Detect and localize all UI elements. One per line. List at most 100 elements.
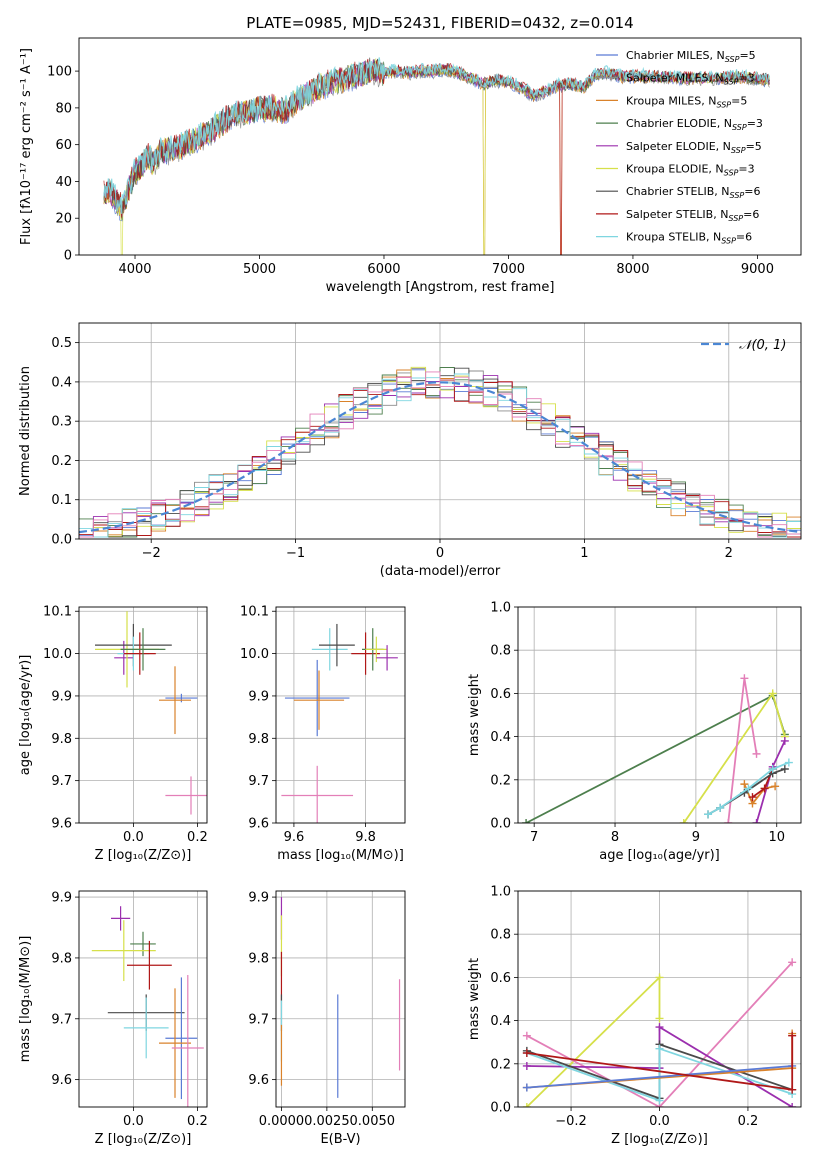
series-marker [752,819,761,823]
y-axis-label: mass weight [467,958,482,1040]
x-axis-label: Z [log₁₀(Z/Z⊙)] [95,848,192,863]
data-point [293,670,345,730]
series-marker [780,736,789,745]
y-tick-label: 100 [47,65,72,80]
figure-title: PLATE=0985, MJD=52431, FIBERID=0432, z=0… [246,14,633,32]
x-tick-label: 0.0000 [259,1114,305,1129]
legend-entry: Salpeter MILES, NSSP=3 [626,72,755,87]
y-tick-label: 0 [64,249,72,264]
series-line [525,694,786,823]
panel-mass-weight-vs-age: 7 8 9 10 0.0 0.2 0.4 0.6 0.8 1.0 age [log₁₀(age/yr… [467,601,802,863]
axes-frame [78,37,802,256]
x-axis-label: E(B-V) [320,1132,360,1147]
series-marker [522,1103,531,1107]
panel-spectrum: 4000 5000 6000 7000 8000 9000 0 20 40 60 80 100 wave… [19,37,802,295]
y-tick-label: 0.6 [490,687,511,702]
panel-residuals: −2 −1 0 1 2 0.0 0.1 0.2 0.3 0.4 0.5 (data-model)/er… [18,322,802,579]
x-tick-label: 0.2 [187,1114,208,1129]
x-tick-label: 0 [436,546,444,561]
y-axis-label: age [log₁₀(age/yr)] [18,655,33,776]
series-marker [522,819,531,823]
series-marker [752,749,761,758]
y-tick-label: 0.4 [490,1014,511,1029]
y-tick-label: 9.7 [248,774,269,789]
y-axis-label: mass [log₁₀(M/M⊙)] [18,936,33,1063]
y-tick-label: 0.4 [490,730,511,745]
x-tick-label: 8 [611,830,619,845]
data-point [120,628,166,671]
data-point [376,645,398,671]
series-marker [768,765,777,773]
series-marker [716,803,725,812]
x-tick-label: 7000 [492,262,525,277]
y-tick-label: 9.9 [248,891,269,906]
x-tick-label: 4000 [118,262,151,277]
plot-area [522,958,797,1107]
data-point [114,640,134,675]
x-axis-label: (data-model)/error [380,564,501,579]
series-marker [784,758,793,767]
x-tick-label: 6000 [367,262,400,277]
y-tick-label: 0.2 [490,773,511,788]
data-point [127,940,172,990]
y-tick-label: 10.1 [43,605,72,620]
y-axis-label: Flux [fλ10⁻¹⁷ erg cm⁻² s⁻¹ A⁻¹] [19,48,34,245]
y-tick-label: 20 [55,212,72,227]
panel-mass-vs-ebv: 0.0000 0.0025 0.0050 9.6 9.7 9.8 9.9 E(B-V) [248,890,406,1147]
x-tick-label: 9.6 [284,830,305,845]
data-point [165,776,207,815]
x-tick-label: 0.2 [187,830,208,845]
x-tick-label: 0.0 [123,830,144,845]
x-tick-label: 0.0050 [350,1114,396,1129]
series-marker [704,810,713,819]
legend-entry: Kroupa ELODIE, NSSP=3 [626,163,755,178]
legend-entry: Salpeter ELODIE, NSSP=5 [626,140,762,155]
y-tick-label: 9.6 [248,817,269,832]
x-tick-label: 9 [692,830,700,845]
x-tick-label: 7 [530,830,538,845]
data-point [130,931,156,957]
y-tick-label: 0.0 [490,1101,511,1116]
x-axis-label: age [log₁₀(age/yr)] [599,848,720,863]
data-point [311,628,348,671]
series-marker [655,1014,664,1023]
plot-area [280,897,401,1098]
axes-frame [78,606,208,824]
y-axis-label: Normed distribution [18,366,33,496]
series-line [683,691,786,823]
y-tick-label: 0.2 [51,454,72,469]
x-axis-label: Z [log₁₀(Z/Z⊙)] [611,1132,708,1147]
series-marker [788,1103,797,1107]
x-tick-label: 2 [725,546,733,561]
x-tick-label: 0.2 [738,1114,759,1129]
y-tick-label: 10.0 [43,647,72,662]
spectrum-line-kroupa-stelib [103,57,771,214]
series-marker [780,765,789,773]
panel-mass-weight-vs-z: −0.2 0.0 0.2 0.0 0.2 0.4 0.6 0.8 1.0 Z [log₁₀(Z/Z… [467,885,802,1147]
series-marker [679,819,688,823]
y-tick-label: 40 [55,175,72,190]
spectrum-line-chabrier-stelib [103,57,770,214]
y-tick-label: 80 [55,101,72,116]
y-tick-label: 0.1 [51,493,72,508]
axes-frame [275,890,406,1108]
plot-area [91,906,204,1107]
legend-entry: Salpeter STELIB, NSSP=6 [626,208,759,223]
data-point [165,693,198,703]
data-point [159,666,191,735]
y-tick-label: 9.6 [248,1073,269,1088]
axes-frame [517,606,802,824]
y-tick-label: 9.6 [51,1073,72,1088]
legend-entry: Kroupa MILES, NSSP=5 [626,94,747,109]
series-marker [768,689,777,698]
y-tick-label: 9.6 [51,817,72,832]
data-point [351,632,380,675]
y-tick-label: 0.8 [490,928,511,943]
y-tick-label: 0.2 [490,1057,511,1072]
series-marker [655,1096,664,1105]
x-tick-label: 0.0025 [304,1114,350,1129]
series-marker [760,784,769,793]
data-point [319,623,355,667]
series-line [743,783,776,806]
data-point [111,906,131,931]
